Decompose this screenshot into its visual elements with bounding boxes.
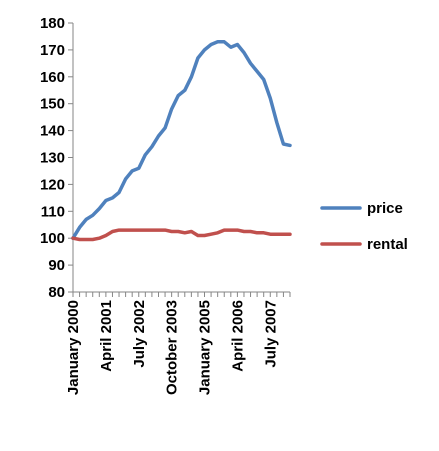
y-tick-label: 170 [40, 42, 65, 59]
y-tick-label: 180 [40, 15, 65, 32]
y-tick-label: 80 [48, 284, 65, 301]
x-tick-label: April 2001 [98, 300, 115, 372]
y-tick-label: 160 [40, 69, 65, 86]
series-line-price [71, 40, 292, 240]
y-tick-label: 110 [41, 203, 65, 220]
x-tick-label: January 2000 [65, 300, 82, 395]
x-tick-label: October 2003 [164, 300, 181, 395]
y-tick-label: 120 [40, 176, 65, 193]
y-tick-label: 140 [40, 123, 65, 140]
x-axis: January 2000 April 2001 July 2002 October 2… [65, 291, 291, 395]
series-line-rental [71, 228, 292, 242]
y-tick-label: 150 [40, 96, 65, 113]
y-axis: 80 90 100 110 120 130 140 150 160 170 180 [40, 15, 74, 301]
legend-label-rental: rental [367, 236, 408, 253]
x-tick-label: January 2005 [197, 300, 214, 395]
y-tick-label: 130 [40, 150, 65, 167]
series-lines [71, 40, 292, 242]
legend-label-price: price [367, 200, 403, 217]
x-tick-label: July 2007 [262, 300, 279, 368]
y-tick-label: 90 [48, 257, 65, 274]
y-tick-label: 100 [40, 230, 65, 247]
x-tick-label: April 2006 [229, 300, 246, 372]
legend: price rental [320, 200, 408, 253]
x-tick-label: July 2002 [131, 300, 148, 368]
